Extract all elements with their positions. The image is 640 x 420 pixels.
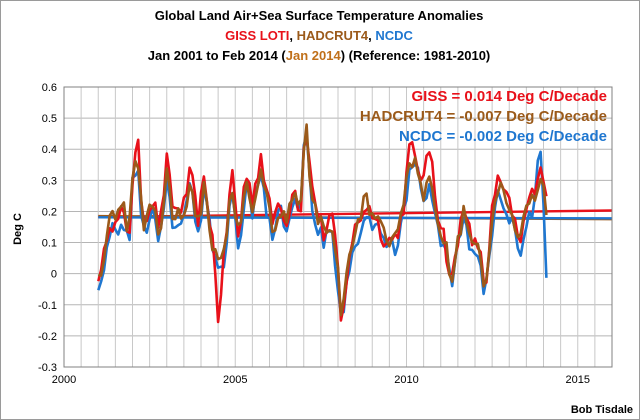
legend-entry-giss: GISS = 0.014 Deg C/Decade xyxy=(411,88,607,105)
period-part-0: Jan 2001 to Feb 2014 ( xyxy=(148,48,287,63)
chart-title: Global Land Air+Sea Surface Temperature … xyxy=(155,8,484,23)
y-axis-label: Deg C xyxy=(12,213,24,245)
credit-text: Bob Tisdale xyxy=(571,404,633,416)
y-tick-label: 0.6 xyxy=(42,82,57,94)
y-tick-label: 0.1 xyxy=(42,238,57,250)
subtitle-part-3: , xyxy=(368,28,375,43)
x-tick-label: 2000 xyxy=(52,374,76,386)
chart-subtitle: GISS LOTI, HADCRUT4, NCDC xyxy=(225,28,413,43)
subtitle-part-0: GISS LOTI xyxy=(225,28,289,43)
period-part-1: Jan 2014 xyxy=(286,48,342,63)
legend: GISS = 0.014 Deg C/Decade HADCRUT4 = -0.0… xyxy=(360,88,607,145)
legend-entry-ncdc: NCDC = -0.002 Deg C/Decade xyxy=(399,128,607,145)
y-tick-label: -0.2 xyxy=(38,331,57,343)
y-tick-label: 0 xyxy=(51,269,57,281)
series-line-hadcrut4 xyxy=(97,123,548,317)
legend-entry-hadcrut4: HADCRUT4 = -0.007 Deg C/Decade xyxy=(360,108,607,125)
x-tick-label: 2010 xyxy=(394,374,418,386)
x-tick-label: 2015 xyxy=(566,374,590,386)
period-part-2: ) (Reference: 1981-2010) xyxy=(341,48,491,63)
y-tick-label: 0.3 xyxy=(42,175,57,187)
y-tick-label: 0.4 xyxy=(42,144,57,156)
subtitle-part-1: , xyxy=(289,28,296,43)
subtitle-part-4: NCDC xyxy=(375,28,413,43)
chart-period: Jan 2001 to Feb 2014 (Jan 2014) (Referen… xyxy=(148,48,491,63)
y-tick-label: 0.5 xyxy=(42,113,57,125)
y-tick-labels: -0.3 -0.2 -0.1 0 0.1 0.2 0.3 0.4 0.5 0.6 xyxy=(38,82,57,374)
series-lines xyxy=(97,123,548,324)
y-tick-label: -0.1 xyxy=(38,300,57,312)
y-tick-label: -0.3 xyxy=(38,362,57,374)
subtitle-part-2: HADCRUT4 xyxy=(297,28,369,43)
plot-border xyxy=(63,86,613,368)
y-tick-label: 0.2 xyxy=(42,206,57,218)
x-tick-labels: 2000 2005 2010 2015 xyxy=(52,374,590,386)
x-tick-label: 2005 xyxy=(223,374,247,386)
